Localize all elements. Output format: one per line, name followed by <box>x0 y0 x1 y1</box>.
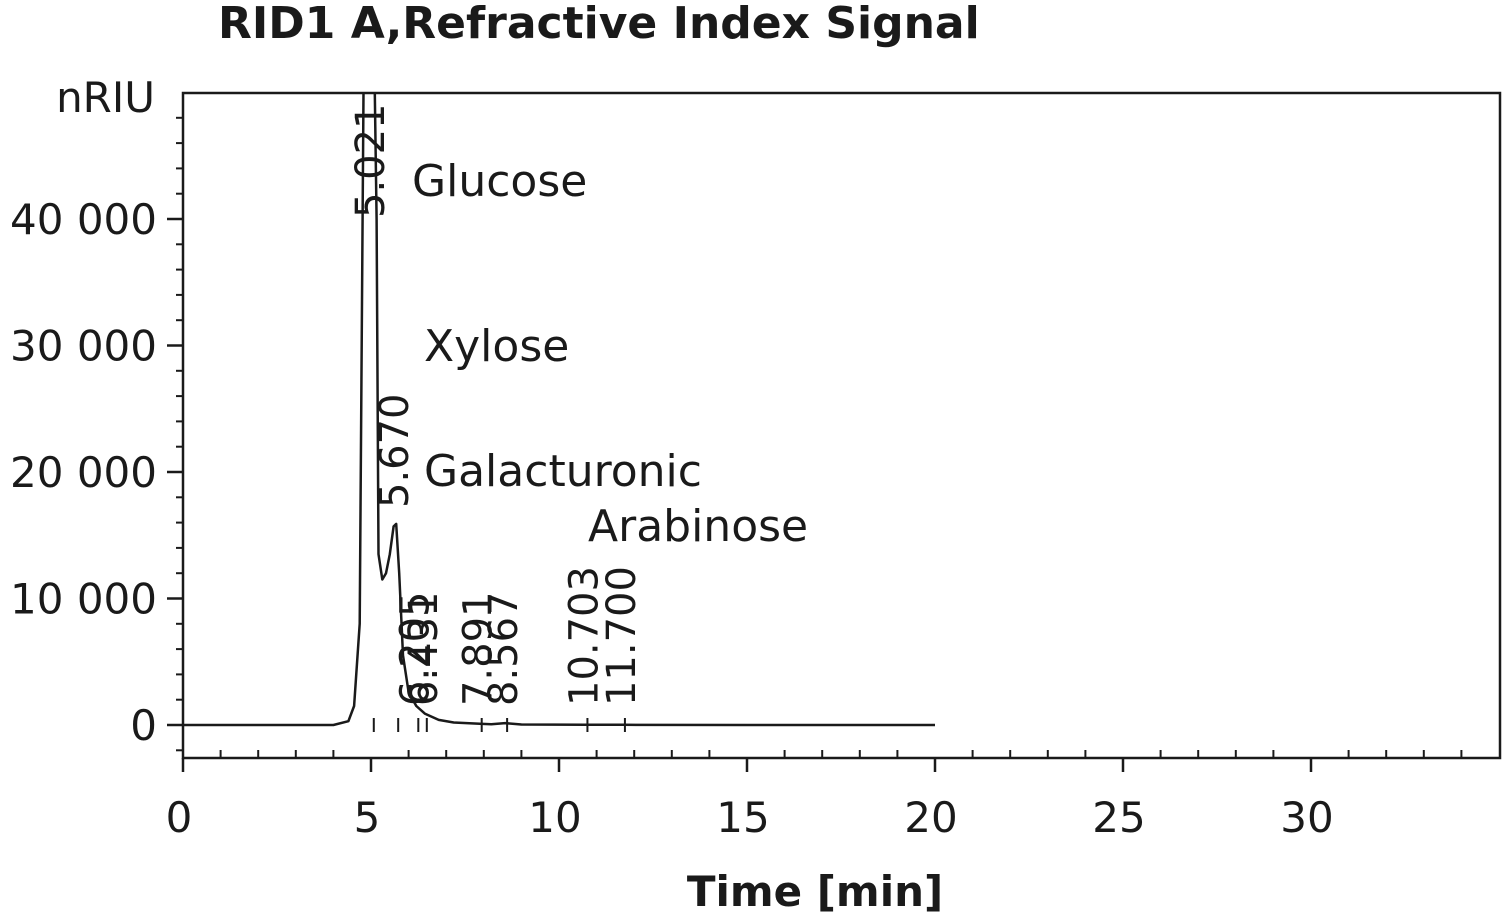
y-tick-label: 10 000 <box>10 575 157 624</box>
x-tick-label: 15 <box>716 793 769 842</box>
x-tick-label: 10 <box>528 793 581 842</box>
x-tick-label: 25 <box>1092 793 1145 842</box>
x-tick-label: 0 <box>166 793 193 842</box>
peak-label: 5.670 <box>372 393 418 508</box>
y-tick-label: 30 000 <box>10 322 157 371</box>
peak-label: 6.431 <box>401 591 447 706</box>
x-tick-label: 30 <box>1280 793 1333 842</box>
annotation-glucose: Glucose <box>412 156 587 207</box>
annotation-galacturonic: Galacturonic <box>424 446 702 497</box>
peak-label: 11.700 <box>599 566 645 706</box>
y-tick-label: 40 000 <box>10 195 157 244</box>
annotation-xylose: Xylose <box>424 321 569 372</box>
compound-annotation-layer: Glucose Xylose Galacturonic Arabinose <box>412 156 808 552</box>
x-tick-label: 20 <box>904 793 957 842</box>
plot-frame <box>181 91 1502 760</box>
chart-title: RID1 A,Refractive Index Signal <box>218 0 980 49</box>
peak-label: 6.205 <box>392 591 438 706</box>
peak-label: 7.891 <box>456 591 502 706</box>
x-axis: 0 5 10 15 20 25 30 <box>166 750 1463 842</box>
y-axis: 0 10 000 20 000 30 000 40 000 <box>10 116 183 752</box>
x-axis-label: Time [min] <box>687 867 943 916</box>
peak-label: 10.703 <box>561 566 607 706</box>
y-axis-label: nRIU <box>56 73 155 122</box>
peak-label: 5.021 <box>348 103 394 218</box>
peak-label: 8.567 <box>481 591 527 706</box>
y-tick-label: 0 <box>130 701 157 750</box>
y-tick-label: 20 000 <box>10 448 157 497</box>
annotation-arabinose: Arabinose <box>588 501 808 552</box>
x-tick-label: 5 <box>354 793 381 842</box>
